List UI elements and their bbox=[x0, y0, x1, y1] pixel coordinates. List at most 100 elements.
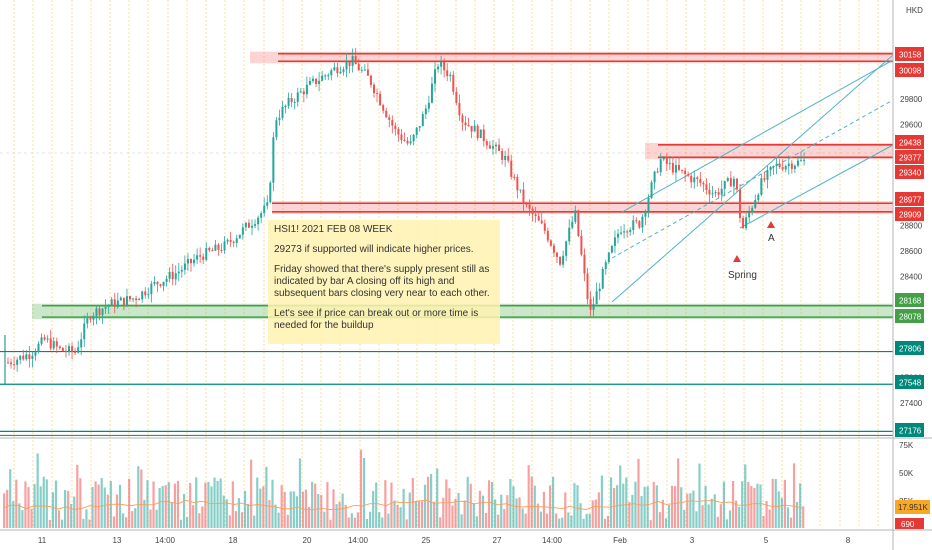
volume-bar bbox=[128, 478, 131, 528]
candle-body bbox=[562, 255, 565, 265]
candle-body bbox=[244, 222, 247, 228]
candle-body bbox=[74, 351, 77, 353]
candle-body bbox=[25, 354, 28, 360]
volume-bar bbox=[674, 486, 677, 528]
note-line-2: Friday showed that there's supply presen… bbox=[274, 264, 490, 299]
volume-bar bbox=[738, 506, 741, 528]
volume-bar bbox=[167, 482, 170, 528]
volume-bar bbox=[552, 476, 555, 528]
volume-bar bbox=[597, 492, 600, 528]
candle-body bbox=[333, 67, 336, 71]
candle-body bbox=[742, 217, 745, 229]
candle-body bbox=[656, 171, 659, 173]
volume-bar bbox=[308, 506, 311, 528]
candle-body bbox=[116, 300, 119, 307]
candle-body bbox=[644, 211, 647, 217]
candle-body bbox=[64, 350, 67, 352]
candle-body bbox=[376, 93, 379, 95]
candle-body bbox=[772, 165, 775, 168]
volume-bar bbox=[320, 494, 323, 528]
candle-body bbox=[162, 281, 165, 286]
price-label-box bbox=[895, 47, 924, 61]
volume-bar bbox=[512, 486, 515, 528]
candle-body bbox=[165, 278, 168, 282]
candle-body bbox=[177, 271, 180, 274]
volume-bar bbox=[378, 512, 381, 528]
candle-body bbox=[525, 203, 528, 205]
candle-body bbox=[796, 160, 799, 166]
price-label: 27176 bbox=[899, 427, 922, 436]
price-label-box bbox=[895, 341, 924, 355]
candle-body bbox=[751, 207, 754, 213]
volume-bar bbox=[545, 513, 549, 528]
candle-body bbox=[71, 346, 74, 352]
volume-bar bbox=[311, 481, 314, 528]
volume-bar bbox=[646, 486, 649, 528]
candle-body bbox=[247, 222, 250, 228]
candle-body bbox=[452, 74, 455, 92]
candle-body bbox=[211, 250, 214, 252]
candle-body bbox=[254, 224, 257, 226]
candle-body bbox=[141, 291, 144, 300]
candle-body bbox=[403, 139, 406, 141]
price-label-box bbox=[895, 293, 924, 307]
candle-body bbox=[318, 80, 321, 85]
price-label-box bbox=[895, 375, 924, 389]
price-label: 30098 bbox=[899, 67, 922, 76]
candle-body bbox=[427, 102, 430, 109]
candle-body bbox=[43, 337, 46, 340]
volume-bar bbox=[213, 477, 216, 528]
volume-bar bbox=[518, 497, 521, 528]
volume-bar bbox=[783, 479, 786, 528]
volume-bar bbox=[164, 485, 167, 528]
candle-body bbox=[440, 61, 443, 67]
volume-last-box bbox=[895, 500, 930, 514]
candle-body bbox=[595, 291, 598, 305]
candle-body bbox=[61, 347, 64, 351]
candle-body bbox=[46, 338, 49, 340]
volume-bar bbox=[454, 498, 457, 528]
candle-body bbox=[461, 115, 464, 123]
candle-body bbox=[19, 355, 22, 360]
volume-bar bbox=[247, 503, 250, 528]
volume-bar bbox=[216, 481, 219, 528]
candle-body bbox=[363, 69, 366, 71]
volume-bar bbox=[619, 465, 622, 528]
candle-body bbox=[251, 225, 253, 228]
candle-body bbox=[193, 259, 196, 264]
candle-body bbox=[135, 298, 138, 301]
candle-body bbox=[281, 107, 284, 118]
volume-bar bbox=[304, 489, 308, 528]
candle-body bbox=[800, 160, 802, 162]
volume-bar bbox=[103, 487, 106, 528]
volume-bar bbox=[609, 477, 613, 528]
volume-bar bbox=[234, 511, 237, 528]
volume-bar bbox=[762, 515, 765, 528]
volume-bar bbox=[497, 514, 500, 528]
volume-bar bbox=[430, 473, 433, 528]
candle-body bbox=[717, 192, 720, 195]
annotation-spring: Spring bbox=[728, 270, 757, 281]
candle-body bbox=[531, 208, 534, 215]
candle-body bbox=[647, 197, 650, 212]
volume-bar bbox=[689, 493, 692, 528]
candle-body bbox=[516, 176, 519, 191]
volume-bar bbox=[381, 517, 384, 528]
candle-body bbox=[708, 189, 711, 195]
volume-bar bbox=[692, 490, 695, 528]
candle-body bbox=[379, 93, 382, 106]
candle-body bbox=[321, 75, 324, 81]
candle-body bbox=[220, 249, 223, 251]
candle-body bbox=[241, 227, 244, 235]
volume-bar bbox=[585, 513, 588, 528]
candle-body bbox=[464, 122, 467, 126]
price-label-box bbox=[895, 135, 924, 149]
candle-body bbox=[299, 91, 302, 93]
volume-bar bbox=[625, 477, 628, 528]
volume-bar bbox=[375, 482, 378, 528]
volume-bar bbox=[735, 500, 738, 528]
candle-body bbox=[674, 164, 677, 173]
candle-body bbox=[7, 362, 9, 364]
candle-body bbox=[10, 362, 13, 365]
